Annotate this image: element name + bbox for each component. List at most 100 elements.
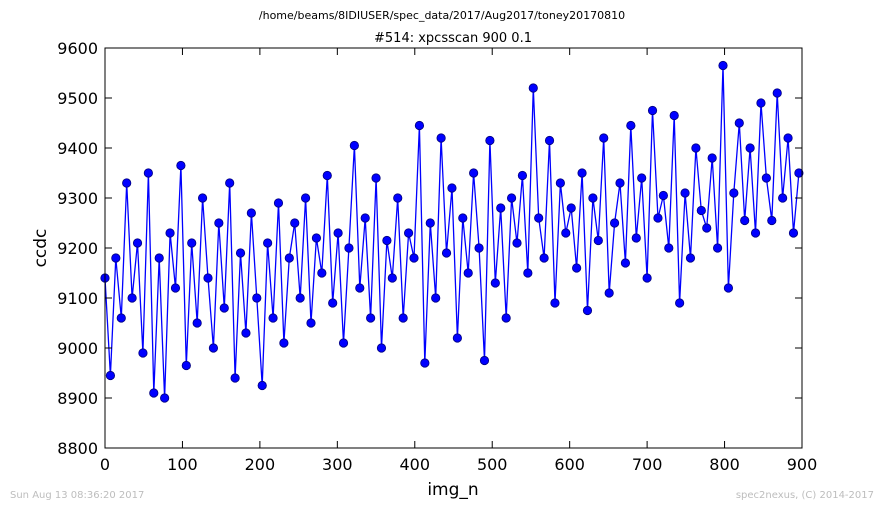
data-point (523, 268, 533, 278)
data-point (566, 203, 576, 213)
data-point (691, 143, 701, 153)
data-point (225, 178, 235, 188)
data-point (273, 198, 284, 208)
data-point (750, 228, 761, 238)
data-point (116, 313, 126, 323)
y-tick-label: 9300 (57, 189, 98, 208)
data-point (441, 248, 452, 258)
y-tick-label: 8900 (57, 389, 98, 408)
data-point (393, 193, 403, 203)
data-point (311, 233, 322, 243)
data-point (675, 298, 685, 308)
data-point (582, 305, 593, 316)
x-tick-label: 500 (477, 455, 508, 474)
data-point (577, 168, 587, 178)
data-point (409, 253, 419, 263)
x-tick-label: 900 (787, 455, 818, 474)
data-point (333, 228, 343, 238)
data-point (740, 215, 750, 226)
data-point (241, 328, 251, 338)
data-point (403, 228, 414, 238)
data-point (469, 168, 479, 178)
data-point (626, 120, 636, 131)
data-point (300, 193, 311, 203)
data-point (501, 313, 511, 323)
data-point (609, 218, 620, 228)
data-point (512, 238, 522, 248)
data-point (295, 293, 305, 303)
data-point (452, 333, 462, 343)
data-point (111, 253, 121, 263)
data-point (729, 188, 739, 198)
data-point (599, 133, 609, 143)
data-point (187, 238, 197, 248)
data-point (772, 88, 782, 98)
data-point (376, 343, 387, 353)
data-point (176, 160, 186, 171)
data-point (615, 178, 625, 188)
data-point (290, 218, 300, 228)
x-tick-label: 400 (400, 455, 431, 474)
data-point (208, 343, 219, 353)
data-point (756, 98, 766, 108)
footer-credit: spec2nexus, (C) 2014-2017 (736, 490, 874, 501)
data-point (132, 238, 143, 248)
data-point (252, 293, 262, 303)
data-point (561, 228, 571, 238)
data-point (143, 168, 153, 178)
data-point (718, 60, 728, 71)
data-point (235, 248, 246, 258)
data-point (794, 168, 804, 178)
data-point (696, 205, 706, 216)
data-point (528, 83, 538, 93)
plot-area: 0 100 200 300 400 500 600 700 800 900 8800 8900 9000… (57, 39, 817, 474)
data-point (127, 293, 137, 303)
y-tick-label: 9500 (57, 89, 98, 108)
y-axis-label: ccdc (31, 229, 51, 268)
chart-title: #514: xpcsscan 900 0.1 (374, 31, 532, 46)
data-point (197, 193, 208, 203)
data-point (344, 243, 354, 253)
data-point (425, 218, 435, 228)
data-point (653, 213, 663, 223)
data-point (555, 178, 565, 188)
y-tick-label: 9200 (57, 239, 98, 258)
data-point (631, 233, 641, 243)
data-point (431, 293, 441, 303)
data-point (539, 253, 549, 263)
data-point (767, 215, 777, 226)
data-point (160, 393, 170, 403)
data-point (712, 243, 723, 253)
data-point (637, 173, 647, 183)
data-point (306, 318, 316, 328)
data-point (203, 273, 213, 283)
data-point (328, 298, 338, 308)
data-point (642, 273, 652, 283)
data-point (680, 188, 690, 198)
data-point (761, 173, 771, 183)
data-point (463, 268, 473, 278)
chart-suptitle: /home/beams/8IDIUSER/spec_data/2017/Aug2… (259, 9, 625, 22)
data-point (664, 243, 674, 253)
data-point (490, 278, 500, 288)
data-point (544, 135, 555, 146)
data-point (778, 193, 788, 203)
data-point (268, 313, 278, 323)
x-tick-label: 800 (709, 455, 740, 474)
data-point (447, 183, 457, 193)
data-point (382, 235, 392, 246)
data-point (506, 193, 517, 203)
data-point (745, 143, 755, 153)
data-point (122, 178, 132, 188)
data-point (230, 373, 240, 383)
data-point (788, 228, 799, 238)
y-tick-label: 9100 (57, 289, 98, 308)
data-point (387, 273, 397, 283)
data-point (485, 135, 495, 146)
y-tick-label: 8800 (57, 439, 98, 458)
data-point (338, 338, 349, 348)
data-point (783, 133, 793, 143)
data-point (360, 213, 370, 223)
ticks-layer: 0 100 200 300 400 500 600 700 800 900 8800 8900 9000… (57, 39, 817, 474)
data-point (246, 208, 256, 218)
